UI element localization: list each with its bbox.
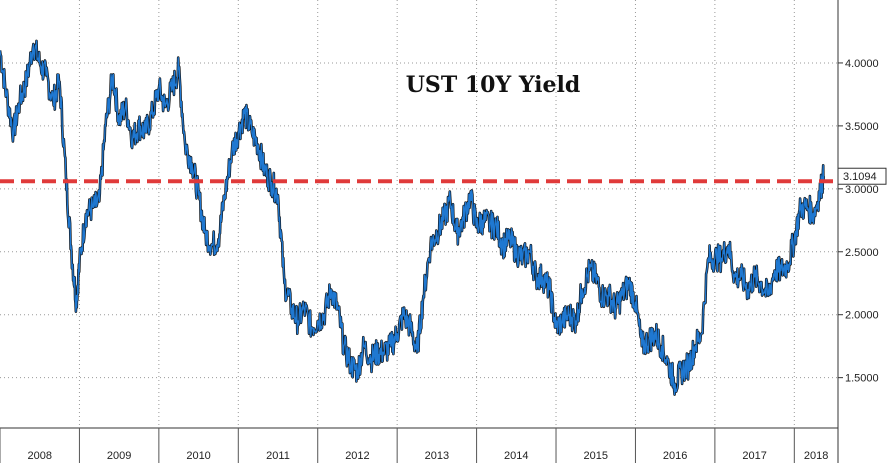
y-axis-ticks: 1.5000 2.0000 2.5000 3.0000 3.5000 4.0000 xyxy=(838,58,879,385)
y-tick-label: 4.0000 xyxy=(845,58,879,70)
last-value-box xyxy=(837,167,887,185)
x-tick-label: 2011 xyxy=(266,450,290,462)
x-tick-label: 2017 xyxy=(742,450,766,462)
y-tick-label: 3.0000 xyxy=(845,184,879,196)
x-tick-label: 2013 xyxy=(425,450,449,462)
x-tick-label: 2018 xyxy=(804,450,828,462)
series-layer xyxy=(0,39,825,396)
y-tick-label: 1.5000 xyxy=(845,373,879,385)
reference-layer: 3.1094 xyxy=(0,167,887,185)
x-tick-label: 2009 xyxy=(107,450,131,462)
x-tick-label: 2008 xyxy=(27,450,51,462)
x-tick-label: 2010 xyxy=(186,450,210,462)
x-tick-label: 2015 xyxy=(583,450,607,462)
last-value-label: 3.1094 xyxy=(843,171,877,183)
chart-title: UST 10Y Yield xyxy=(406,72,581,98)
y-tick-label: 3.5000 xyxy=(845,121,879,133)
axes xyxy=(0,0,839,463)
x-tick-label: 2016 xyxy=(663,450,687,462)
x-tick-label: 2014 xyxy=(504,450,528,462)
x-axis-ticks: 2008 2009 2010 2011 2012 2013 2014 2015 2016 2017… xyxy=(0,428,828,463)
x-tick-label: 2012 xyxy=(345,450,369,462)
grid-lines xyxy=(0,0,838,428)
yield-series-line xyxy=(0,40,825,396)
y-tick-label: 2.0000 xyxy=(845,310,879,322)
y-tick-label: 2.5000 xyxy=(845,247,879,259)
